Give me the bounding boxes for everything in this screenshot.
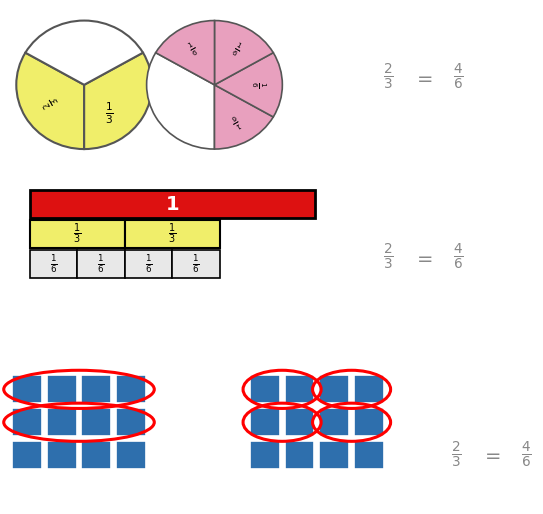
Bar	[354, 441, 384, 469]
Bar	[116, 441, 146, 469]
Text: $\frac{2}{3}$: $\frac{2}{3}$	[383, 62, 394, 92]
Bar	[81, 441, 111, 469]
Wedge shape	[16, 53, 84, 149]
Wedge shape	[147, 53, 214, 149]
Bar	[78, 250, 125, 278]
Bar	[47, 441, 77, 469]
Bar	[285, 441, 314, 469]
Bar	[30, 190, 315, 218]
Text: $\frac{1}{3}$: $\frac{1}{3}$	[168, 222, 176, 246]
Bar	[285, 375, 314, 403]
Wedge shape	[214, 53, 282, 117]
Text: $\frac{1}{6}$: $\frac{1}{6}$	[229, 111, 244, 130]
Bar	[250, 408, 280, 436]
Bar	[250, 375, 280, 403]
Bar	[47, 375, 77, 403]
Bar	[81, 375, 111, 403]
Text: $\frac{4}{6}$: $\frac{4}{6}$	[453, 242, 464, 272]
Bar	[125, 250, 173, 278]
Text: $\frac{1}{3}$: $\frac{1}{3}$	[73, 222, 81, 246]
Text: $\frac{4}{6}$: $\frac{4}{6}$	[453, 62, 464, 92]
Bar	[47, 408, 77, 436]
Text: $\frac{1}{6}$: $\frac{1}{6}$	[229, 40, 244, 59]
Wedge shape	[26, 21, 143, 85]
Bar	[354, 408, 384, 436]
Bar	[250, 441, 280, 469]
Text: $\frac{2}{3}$: $\frac{2}{3}$	[383, 242, 394, 272]
Text: $\frac{2}{3}$: $\frac{2}{3}$	[451, 440, 462, 470]
Bar	[116, 408, 146, 436]
Text: $\frac{1}{3}$: $\frac{1}{3}$	[105, 100, 113, 126]
Text: 1: 1	[166, 195, 179, 214]
Text: $\frac{1}{6}$: $\frac{1}{6}$	[97, 253, 105, 275]
Text: $=$: $=$	[413, 248, 434, 266]
Bar	[12, 441, 42, 469]
Text: $\frac{1}{6}$: $\frac{1}{6}$	[145, 253, 153, 275]
Wedge shape	[214, 21, 273, 85]
Text: $\frac{1}{6}$: $\frac{1}{6}$	[185, 40, 200, 59]
Bar	[319, 441, 349, 469]
Text: $=$: $=$	[413, 68, 434, 86]
Bar	[12, 375, 42, 403]
Text: 1: 1	[166, 195, 179, 213]
Bar	[81, 408, 111, 436]
Text: $\frac{1}{6}$: $\frac{1}{6}$	[192, 253, 200, 275]
Bar	[354, 375, 384, 403]
Bar	[285, 408, 314, 436]
Bar	[319, 408, 349, 436]
Text: $=$: $=$	[481, 446, 502, 464]
Text: $\frac{1}{6}$: $\frac{1}{6}$	[249, 82, 267, 88]
Text: $\frac{4}{6}$: $\frac{4}{6}$	[521, 440, 532, 470]
Bar	[30, 220, 125, 248]
Text: $\frac{1}{6}$: $\frac{1}{6}$	[50, 253, 58, 275]
Bar	[12, 408, 42, 436]
Text: $\frac{2}{3}$: $\frac{2}{3}$	[41, 94, 64, 111]
Wedge shape	[156, 21, 214, 85]
Wedge shape	[84, 53, 152, 149]
Bar	[30, 250, 78, 278]
Bar	[116, 375, 146, 403]
Bar	[319, 375, 349, 403]
Bar	[173, 250, 220, 278]
Bar	[125, 220, 220, 248]
Wedge shape	[214, 85, 273, 149]
